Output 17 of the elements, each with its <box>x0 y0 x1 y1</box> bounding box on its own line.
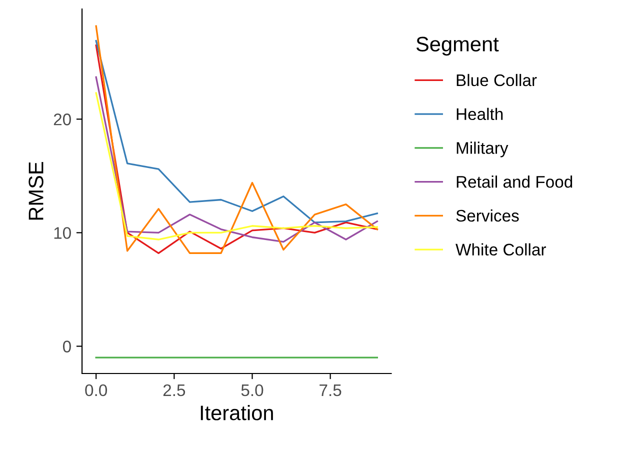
legend-title: Segment <box>416 36 499 56</box>
x-tick-label: 0.0 <box>85 384 108 396</box>
legend-label: White Collar <box>456 243 546 256</box>
y-axis-title: RMSE <box>28 162 44 220</box>
x-tick-label: 7.5 <box>320 384 342 396</box>
legend-label: Military <box>456 142 508 158</box>
legend-label: Health <box>456 108 503 120</box>
legend-label: Services <box>456 209 519 222</box>
x-axis-title: Iteration <box>200 405 273 420</box>
legend-label: Blue Collar <box>456 74 537 86</box>
y-tick-label: 20 <box>54 114 71 126</box>
line-series <box>95 40 378 224</box>
y-tick-label: 0 <box>62 340 71 352</box>
y-tick-label: 10 <box>54 227 71 239</box>
legend-label: Retail and Food <box>456 176 572 188</box>
x-tick-label: 2.5 <box>163 384 186 396</box>
x-tick-label: 5.0 <box>241 384 264 396</box>
